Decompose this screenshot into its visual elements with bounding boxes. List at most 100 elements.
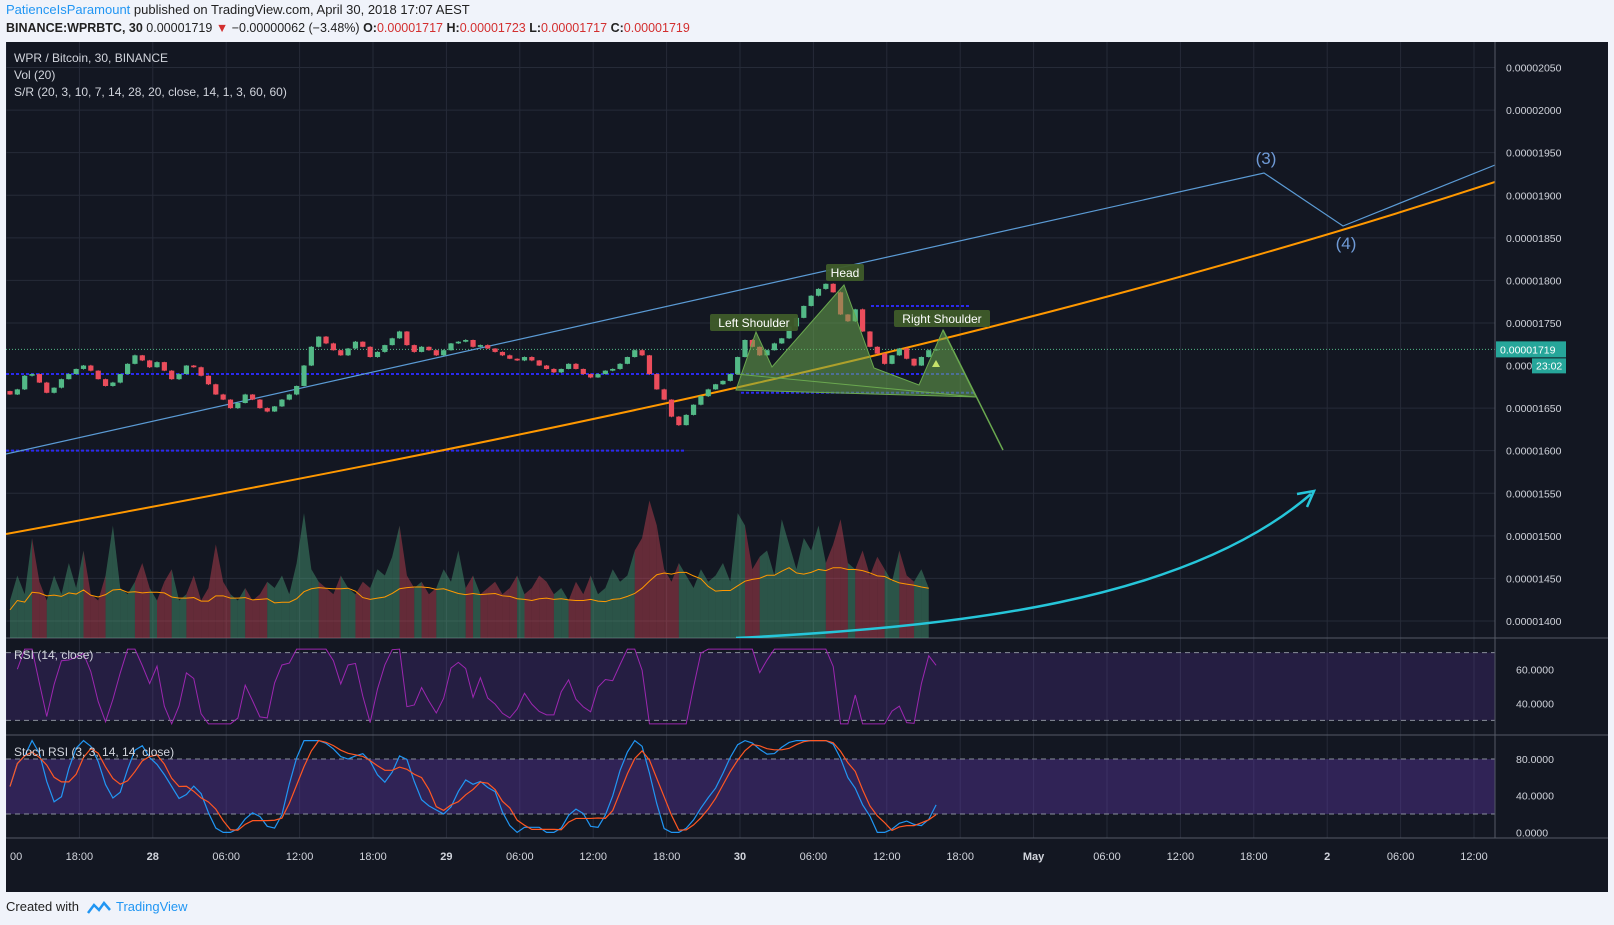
ticker-high: 0.00001723 (459, 21, 526, 35)
volume-segment (39, 581, 47, 638)
stoch-legend[interactable]: Stoch RSI (3, 3, 14, 14, close) (14, 745, 175, 759)
time-tick-label: 2 (1324, 851, 1330, 863)
volume-segment (237, 588, 246, 638)
chart-area[interactable]: 60.0000 40.0000 80.0000 40.0000 0.0000 Head… (6, 42, 1608, 892)
volume-segment (789, 544, 797, 638)
volume-segment (811, 525, 819, 638)
price-tick-label: 0.00001600 (1506, 446, 1562, 458)
volume-segment (877, 556, 885, 638)
candle-body (139, 355, 145, 361)
ticker-o-label: O: (363, 21, 377, 35)
volume-segment (274, 575, 282, 638)
volume-segment (847, 563, 856, 638)
volume-segment (803, 538, 812, 638)
volume-segment (311, 569, 319, 638)
candle-body (573, 363, 579, 369)
price-tick-label: 0.00001850 (1506, 233, 1562, 245)
candle-body (602, 370, 608, 375)
candle-body (110, 382, 116, 386)
volume-segment (428, 588, 437, 638)
candle-body (580, 368, 586, 375)
candle-body (286, 394, 292, 400)
candle-body (257, 399, 263, 409)
volume-segment (605, 569, 613, 638)
chart-svg[interactable]: 60.0000 40.0000 80.0000 40.0000 0.0000 Head… (6, 42, 1608, 892)
volume-segment (318, 581, 327, 638)
neckline (735, 373, 977, 398)
candle-body (117, 374, 123, 383)
volume-segment (495, 581, 503, 638)
volume-segment (906, 575, 915, 638)
volume-segment (480, 588, 488, 638)
volume-segment (179, 594, 187, 638)
rsi-line (16, 648, 937, 726)
price-tick-label: 0.00001400 (1506, 616, 1562, 628)
candle-body (896, 348, 902, 356)
price-tick-label: 0.00001500 (1506, 531, 1562, 543)
candle-body (911, 358, 917, 366)
volume-segment (355, 581, 363, 638)
candle-body (536, 360, 542, 366)
candle-body (786, 326, 792, 339)
last-price-badge (1496, 341, 1566, 358)
candle-body (566, 363, 572, 369)
ticker-low: 0.00001717 (541, 21, 608, 35)
publish-info: published on TradingView.com, April 30, … (133, 2, 470, 17)
candle-body (801, 305, 807, 318)
candle-body (191, 365, 197, 368)
time-tick-label: 12:00 (1460, 851, 1488, 863)
volume-segment (855, 550, 863, 638)
volume-segment (730, 513, 738, 638)
candle-body (654, 374, 660, 390)
left-shoulder-label: Left Shoulder (718, 316, 789, 330)
vol-legend[interactable]: Vol (20) (14, 68, 56, 82)
rsi-tick-label: 60.0000 (1516, 665, 1554, 677)
candle-body (860, 309, 866, 332)
sr-legend[interactable]: S/R (20, 3, 10, 7, 14, 28, 20, close, 14… (14, 85, 287, 99)
time-tick-label: 12:00 (579, 851, 607, 863)
candle-body (668, 399, 675, 417)
candle-body (367, 346, 373, 358)
candle-body (316, 336, 322, 347)
volume-segment (421, 581, 429, 638)
candle-body (36, 374, 42, 383)
rsi-legend[interactable]: RSI (14, close) (14, 648, 94, 662)
volume-segment (281, 575, 290, 638)
candle-body (404, 331, 410, 346)
last-price-badge-text: 0.00001719 (1500, 344, 1556, 356)
partial-price-label: 0.000 (1506, 360, 1532, 372)
volume-segment (583, 575, 591, 638)
time-axis[interactable]: 00 18:00 28 06:00 12:00 18:00 29 06:00 12:00 18:0… (6, 837, 1608, 863)
main-legend[interactable]: WPR / Bitcoin, 30, BINANCE (14, 51, 169, 65)
candle-body (499, 351, 506, 356)
volume-segment (671, 563, 679, 638)
volume-segment (892, 550, 900, 638)
author-link[interactable]: PatienceIsParamount (6, 2, 131, 17)
volume-segment (649, 500, 657, 638)
candle-body (610, 368, 616, 371)
volume-segment (553, 588, 562, 638)
time-tick-label: 18:00 (946, 851, 974, 863)
candle-body (411, 345, 417, 352)
candle-body (904, 348, 910, 359)
grid (6, 42, 1608, 838)
candle-body (154, 362, 160, 368)
volume-segment (715, 563, 723, 638)
candle-body (419, 346, 425, 352)
candle-body (242, 394, 248, 404)
volume-segment (267, 581, 275, 638)
candle-body (235, 403, 241, 409)
tradingview-link[interactable]: TradingView (116, 899, 188, 914)
time-tick-label: 28 (147, 851, 159, 863)
price-badges: 0.00001719 0.000 23:02 (1496, 341, 1566, 374)
volume-segment (745, 525, 753, 638)
candle-body (720, 380, 726, 385)
candle-body (66, 374, 72, 380)
volume-segment (561, 588, 569, 638)
price-axis[interactable]: 0.00002050 0.00002000 0.00001950 0.00001900… (1494, 42, 1562, 838)
volume-segment (120, 588, 128, 638)
volume-segment (781, 519, 790, 638)
candle-body (735, 357, 741, 375)
head-label-bg (826, 264, 864, 281)
volume-segment (465, 575, 474, 638)
